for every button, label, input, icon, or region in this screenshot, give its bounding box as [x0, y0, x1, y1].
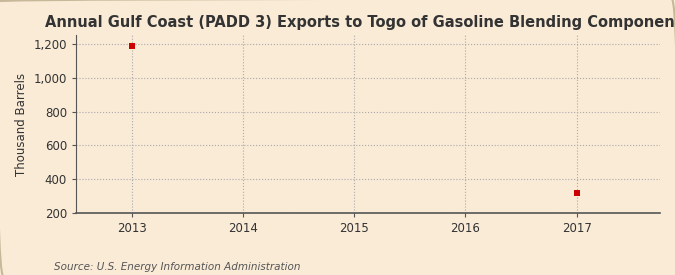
- Y-axis label: Thousand Barrels: Thousand Barrels: [15, 73, 28, 176]
- Text: Source: U.S. Energy Information Administration: Source: U.S. Energy Information Administ…: [54, 262, 300, 272]
- Title: Annual Gulf Coast (PADD 3) Exports to Togo of Gasoline Blending Components: Annual Gulf Coast (PADD 3) Exports to To…: [45, 15, 675, 30]
